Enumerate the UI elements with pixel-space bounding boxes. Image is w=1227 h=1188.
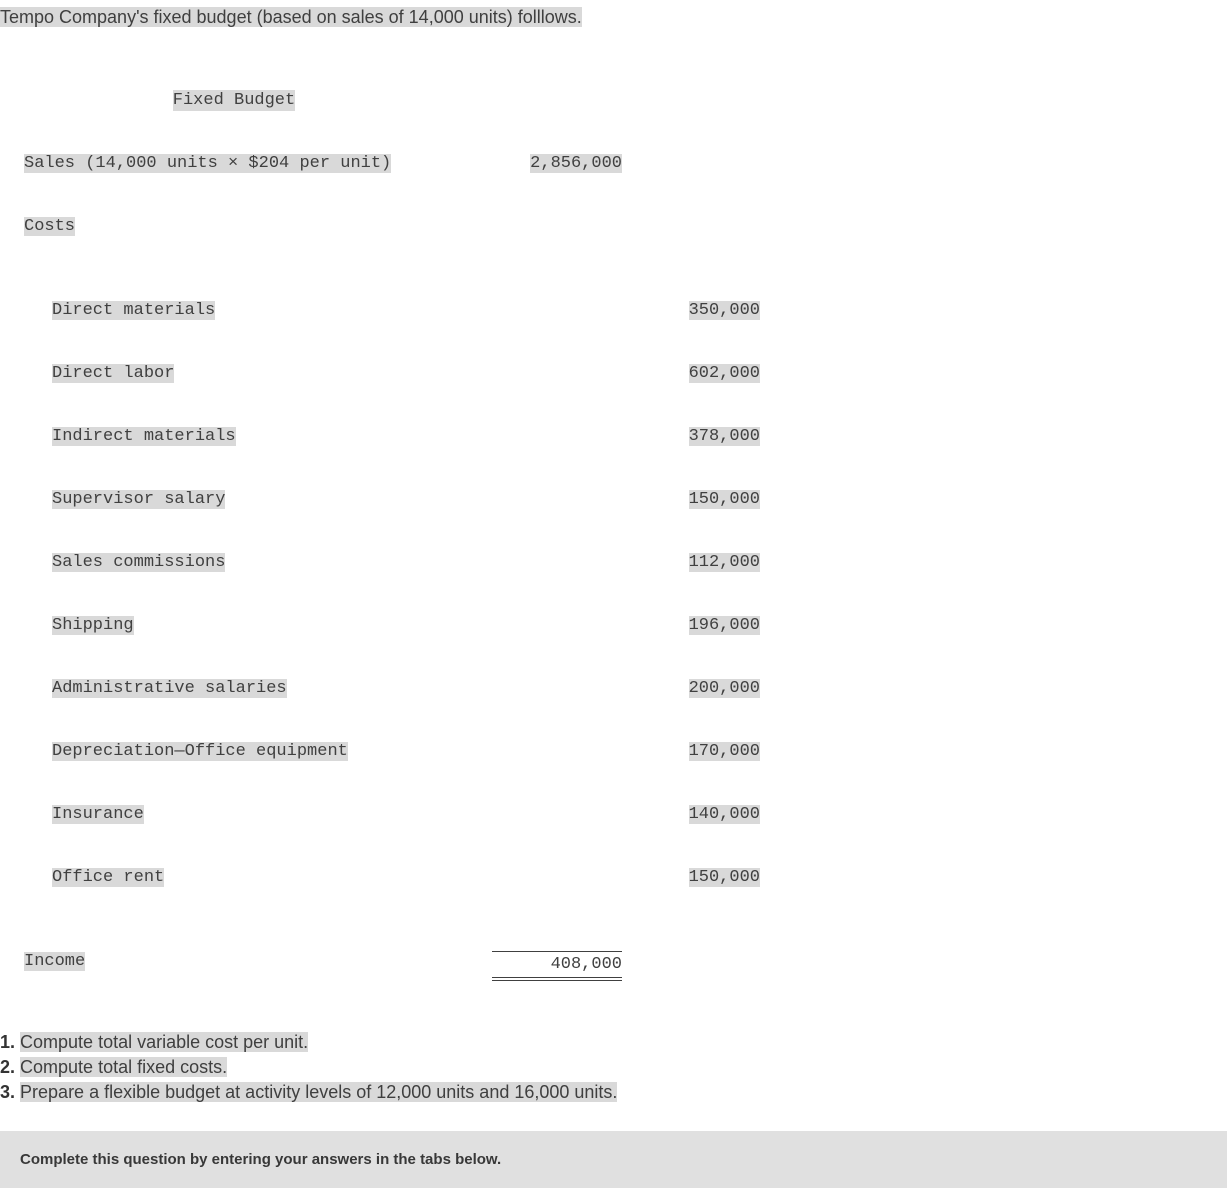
q1-number: 1. bbox=[0, 1032, 15, 1052]
table-row: Administrative salaries 200,000 bbox=[0, 678, 1227, 699]
income-value: 408,000 bbox=[551, 955, 622, 974]
intro-text: Tempo Company's fixed budget (based on s… bbox=[0, 7, 582, 27]
table-row: Direct materials 350,000 bbox=[0, 300, 1227, 321]
cost-label: Insurance bbox=[52, 805, 144, 824]
q3-number: 3. bbox=[0, 1082, 15, 1102]
q2-text: Compute total fixed costs. bbox=[20, 1057, 227, 1077]
table-row: Indirect materials 378,000 bbox=[0, 426, 1227, 447]
cost-label: Supervisor salary bbox=[52, 490, 225, 509]
cost-label: Shipping bbox=[52, 616, 134, 635]
q2-number: 2. bbox=[0, 1057, 15, 1077]
table-row: Shipping 196,000 bbox=[0, 615, 1227, 636]
table-row: Insurance 140,000 bbox=[0, 804, 1227, 825]
cost-label: Indirect materials bbox=[52, 427, 236, 446]
budget-title: Fixed Budget bbox=[173, 90, 295, 111]
cost-label: Direct labor bbox=[52, 364, 174, 383]
q3-text: Prepare a flexible budget at activity le… bbox=[20, 1082, 617, 1102]
cost-value: 150,000 bbox=[689, 490, 760, 509]
intro-paragraph: Tempo Company's fixed budget (based on s… bbox=[0, 0, 1227, 30]
answer-box-text: Complete this question by entering your … bbox=[20, 1151, 501, 1168]
sales-label: Sales (14,000 units × $204 per unit) bbox=[24, 154, 391, 173]
costs-label: Costs bbox=[24, 217, 75, 236]
cost-value: 350,000 bbox=[689, 301, 760, 320]
cost-label: Depreciation—Office equipment bbox=[52, 742, 348, 761]
table-row: Office rent 150,000 bbox=[0, 867, 1227, 888]
questions-block: 1. Compute total variable cost per unit.… bbox=[0, 1030, 1227, 1105]
cost-label: Office rent bbox=[52, 868, 164, 887]
cost-value: 196,000 bbox=[689, 616, 760, 635]
table-row: Direct labor 602,000 bbox=[0, 363, 1227, 384]
q1-text: Compute total variable cost per unit. bbox=[20, 1032, 308, 1052]
cost-label: Administrative salaries bbox=[52, 679, 287, 698]
income-label: Income bbox=[24, 952, 85, 971]
table-row: Depreciation—Office equipment 170,000 bbox=[0, 741, 1227, 762]
cost-label: Direct materials bbox=[52, 301, 215, 320]
table-row: Sales commissions 112,000 bbox=[0, 552, 1227, 573]
cost-label: Sales commissions bbox=[52, 553, 225, 572]
cost-value: 170,000 bbox=[689, 742, 760, 761]
cost-value: 112,000 bbox=[689, 553, 760, 572]
answer-instruction-box: Complete this question by entering your … bbox=[0, 1131, 1227, 1188]
cost-value: 602,000 bbox=[689, 364, 760, 383]
sales-value: 2,856,000 bbox=[530, 154, 622, 173]
cost-value: 140,000 bbox=[689, 805, 760, 824]
cost-value: 378,000 bbox=[689, 427, 760, 446]
cost-value: 150,000 bbox=[689, 868, 760, 887]
fixed-budget-table: Fixed Budget Sales (14,000 units × $204 … bbox=[0, 48, 1227, 1002]
table-row: Supervisor salary 150,000 bbox=[0, 489, 1227, 510]
cost-value: 200,000 bbox=[689, 679, 760, 698]
